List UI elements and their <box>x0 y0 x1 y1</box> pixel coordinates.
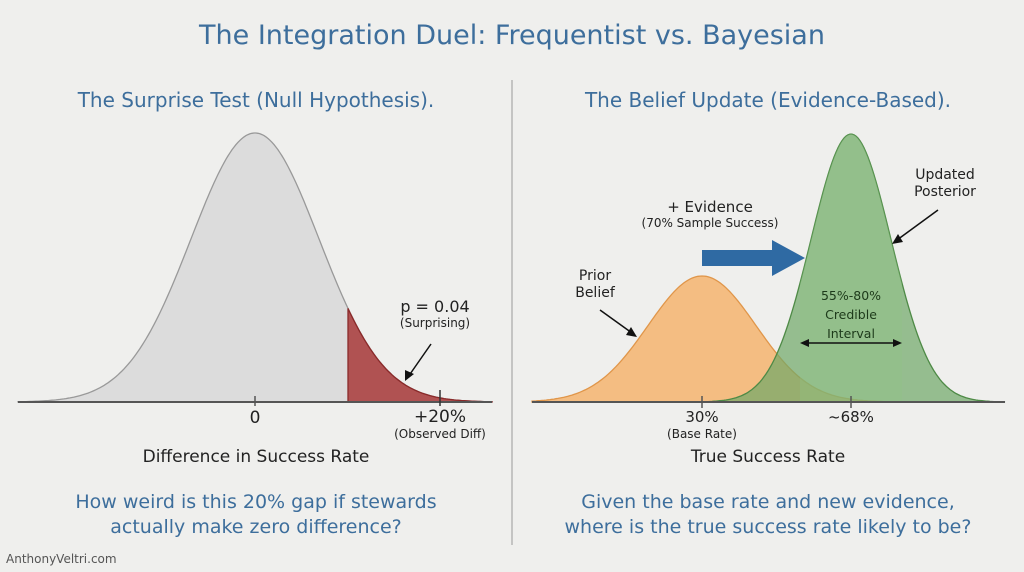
main-title: The Integration Duel: Frequentist vs. Ba… <box>199 20 825 51</box>
posterior-label-line2: Posterior <box>914 184 976 200</box>
interval-line2: Credible <box>825 307 877 322</box>
prior-pointer-arrowhead <box>626 327 637 337</box>
credible-interval-band <box>800 134 902 402</box>
evidence-label: + Evidence (70% Sample Success) <box>600 198 820 230</box>
left-axis-label: Difference in Success Rate <box>142 447 370 467</box>
evidence-subtext: (70% Sample Success) <box>641 216 779 230</box>
p-value-annotation: p = 0.04 (Surprising) <box>380 297 490 330</box>
tick-label-prior: 30% <box>685 408 719 426</box>
tick-label-posterior: ~68% <box>828 408 874 426</box>
left-question: How weird is this 20% gap if stewards ac… <box>0 490 512 540</box>
p-value-pointer-arrow <box>407 343 432 378</box>
posterior-label: Updated Posterior <box>900 167 990 201</box>
p-value-subtext: (Surprising) <box>399 316 471 330</box>
prior-label-line1: Prior <box>578 268 612 284</box>
posterior-label-line1: Updated <box>915 167 975 183</box>
credible-interval-arrowhead-left <box>800 339 809 347</box>
right-question-line2: where is the true success rate likely to… <box>564 516 972 538</box>
tick-label-zero: 0 <box>249 408 261 428</box>
watermark: AnthonyVeltri.com <box>6 552 117 566</box>
p-value-pointer-arrowhead <box>405 370 414 381</box>
left-subtitle: The Surprise Test (Null Hypothesis). <box>77 88 435 112</box>
posterior-pointer-arrowhead <box>892 234 903 244</box>
prior-label: Prior Belief <box>560 268 630 302</box>
tick-label-observed: +20% <box>413 407 467 427</box>
right-question: Given the base rate and new evidence, wh… <box>512 490 1024 540</box>
null-distribution-curve <box>17 132 493 403</box>
tick-label-observed-sub: (Observed Diff) <box>394 427 486 441</box>
right-subtitle: The Belief Update (Evidence-Based). <box>584 88 952 112</box>
prior-pointer-arrow <box>599 309 633 334</box>
p-value-text: p = 0.04 <box>400 297 470 316</box>
right-axis-label: True Success Rate <box>690 447 846 467</box>
credible-interval-label: 55%-80% Credible Interval <box>800 286 902 343</box>
prior-label-line2: Belief <box>575 285 615 301</box>
evidence-arrow-icon <box>702 240 805 276</box>
tick-label-prior-sub: (Base Rate) <box>667 427 737 441</box>
credible-interval-arrowhead-right <box>893 339 902 347</box>
interval-line3: Interval <box>827 326 875 341</box>
left-question-line2: actually make zero difference? <box>110 516 402 538</box>
interval-line1: 55%-80% <box>820 288 882 303</box>
posterior-pointer-arrow <box>896 209 939 241</box>
right-question-line1: Given the base rate and new evidence, <box>581 491 955 513</box>
evidence-text: + Evidence <box>667 198 753 216</box>
left-question-line1: How weird is this 20% gap if stewards <box>75 491 437 513</box>
